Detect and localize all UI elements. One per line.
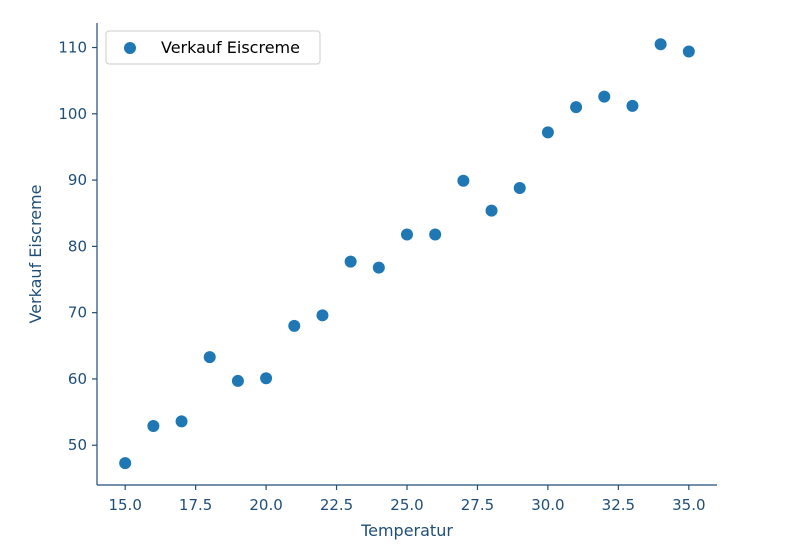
legend: Verkauf Eiscreme	[105, 30, 321, 65]
y-tick-label: 60	[68, 370, 87, 388]
scatter-point	[147, 420, 160, 433]
scatter-point	[288, 319, 301, 332]
scatter-point	[541, 126, 554, 139]
scatter-points	[119, 38, 695, 470]
scatter-point	[513, 182, 526, 195]
scatter-point	[316, 309, 329, 322]
scatter-point	[175, 415, 188, 428]
legend-marker	[124, 42, 136, 54]
y-tick-label: 110	[58, 39, 87, 57]
y-axis-title: Verkauf Eiscreme	[26, 185, 45, 324]
y-ticks: 50 60 70 80 90 100 110	[58, 39, 97, 454]
legend-box	[105, 30, 321, 65]
scatter-point	[457, 174, 470, 187]
x-tick-label: 25.0	[390, 496, 423, 514]
scatter-point	[654, 38, 667, 51]
scatter-point	[260, 372, 273, 385]
x-tick-label: 32.5	[602, 496, 635, 514]
x-tick-label: 27.5	[461, 496, 494, 514]
scatter-point	[231, 374, 244, 387]
scatter-point	[626, 99, 639, 112]
x-tick-label: 20.0	[249, 496, 282, 514]
y-tick-label: 70	[68, 304, 87, 322]
scatter-point	[570, 101, 583, 114]
y-tick-label: 80	[68, 237, 87, 255]
x-tick-label: 22.5	[320, 496, 353, 514]
x-axis-title: Temperatur	[360, 521, 453, 540]
scatter-point	[401, 228, 413, 241]
x-tick-label: 35.0	[672, 496, 705, 514]
scatter-point	[429, 228, 442, 241]
legend-label: Verkauf Eiscreme	[161, 38, 300, 57]
x-tick-label: 30.0	[531, 496, 564, 514]
y-tick-label: 100	[58, 105, 87, 123]
x-ticks: 15.0 17.5 20.0 22.5 25.0 27.5 30.0 32.5 35.0	[108, 485, 706, 514]
axes: 15.0 17.5 20.0 22.5 25.0 27.5 30.0 32.5 35.0 50 6…	[58, 23, 717, 514]
x-tick-label: 17.5	[179, 496, 212, 514]
scatter-point	[203, 351, 216, 364]
scatter-point	[344, 255, 357, 268]
scatter-point	[485, 204, 498, 217]
y-tick-label: 90	[68, 171, 87, 189]
scatter-point	[682, 45, 695, 58]
scatter-point	[598, 90, 611, 103]
scatter-point	[372, 261, 385, 274]
scatter-point	[119, 457, 132, 470]
x-tick-label: 15.0	[108, 496, 141, 514]
y-tick-label: 50	[68, 436, 87, 454]
